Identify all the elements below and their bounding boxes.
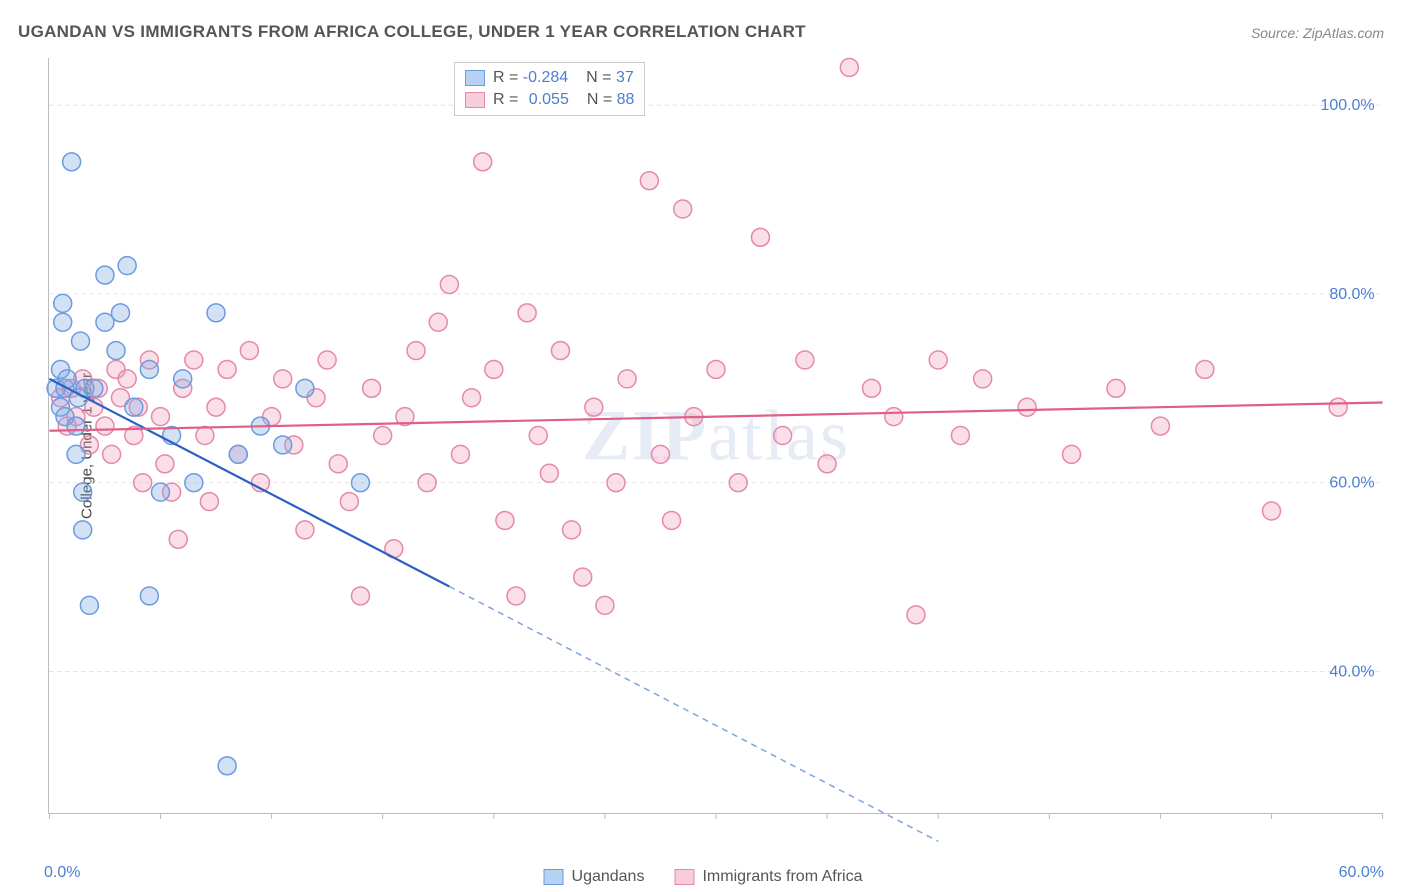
legend-stats-row-1: R = -0.284 N = 37 [465, 67, 634, 89]
legend-label: Immigrants from Africa [702, 868, 862, 886]
legend-series: Ugandans Immigrants from Africa [544, 868, 863, 886]
svg-text:80.0%: 80.0% [1329, 286, 1374, 303]
n-stat-2: N = 88 [587, 91, 635, 109]
legend-stats: R = -0.284 N = 37 R = 0.055 N = 88 [454, 62, 645, 116]
r-stat-1: R = -0.284 [493, 69, 568, 87]
chart-title: UGANDAN VS IMMIGRANTS FROM AFRICA COLLEG… [18, 22, 806, 42]
n-stat-1: N = 37 [586, 69, 634, 87]
legend-swatch-icon [544, 869, 564, 885]
legend-item-ugandans: Ugandans [544, 868, 645, 886]
legend-label: Ugandans [572, 868, 645, 886]
x-axis-min-label: 0.0% [44, 864, 80, 882]
legend-item-immigrants: Immigrants from Africa [674, 868, 862, 886]
plot-svg: 40.0% 60.0% 80.0% 100.0% [49, 58, 1383, 813]
r-stat-2: R = 0.055 [493, 91, 569, 109]
plot-area: ZIPatlas 40.0%60.0%80.0%100.0% [48, 58, 1383, 814]
legend-swatch-ugandans [465, 70, 485, 86]
source-attribution: Source: ZipAtlas.com [1251, 25, 1384, 41]
svg-text:60.0%: 60.0% [1329, 475, 1374, 492]
legend-swatch-icon [674, 869, 694, 885]
svg-text:100.0%: 100.0% [1320, 97, 1374, 114]
legend-stats-row-2: R = 0.055 N = 88 [465, 89, 634, 111]
x-axis-max-label: 60.0% [1339, 864, 1384, 882]
legend-swatch-immigrants [465, 92, 485, 108]
svg-text:40.0%: 40.0% [1329, 663, 1374, 680]
chart-container: UGANDAN VS IMMIGRANTS FROM AFRICA COLLEG… [0, 0, 1406, 892]
